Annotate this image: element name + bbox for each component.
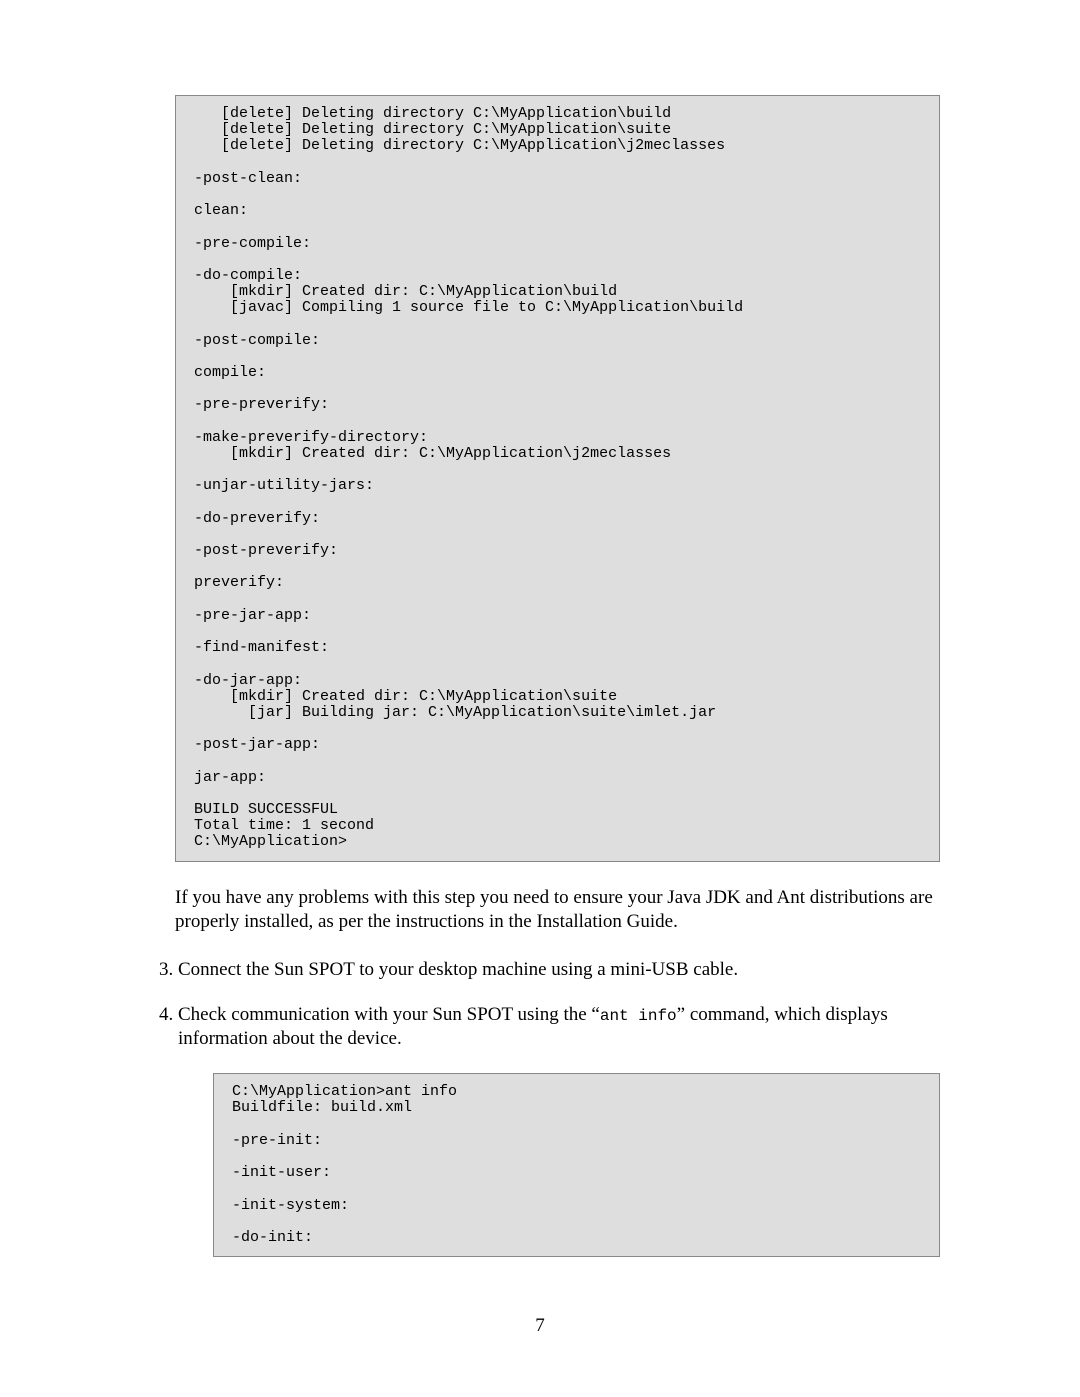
step-4: Check communication with your Sun SPOT u… (178, 1003, 940, 1258)
paragraph-troubleshoot: If you have any problems with this step … (175, 886, 940, 935)
inline-code-ant-info: ant info (600, 1007, 677, 1025)
ordered-steps: Connect the Sun SPOT to your desktop mac… (140, 958, 940, 1257)
step-3: Connect the Sun SPOT to your desktop mac… (178, 958, 940, 982)
code-block-build-output: [delete] Deleting directory C:\MyApplica… (175, 95, 940, 862)
document-page: [delete] Deleting directory C:\MyApplica… (0, 0, 1080, 1397)
code-block-ant-info: C:\MyApplication>ant info Buildfile: bui… (213, 1073, 940, 1257)
step-4-text-a: Check communication with your Sun SPOT u… (178, 1004, 600, 1025)
page-number: 7 (0, 1315, 1080, 1337)
